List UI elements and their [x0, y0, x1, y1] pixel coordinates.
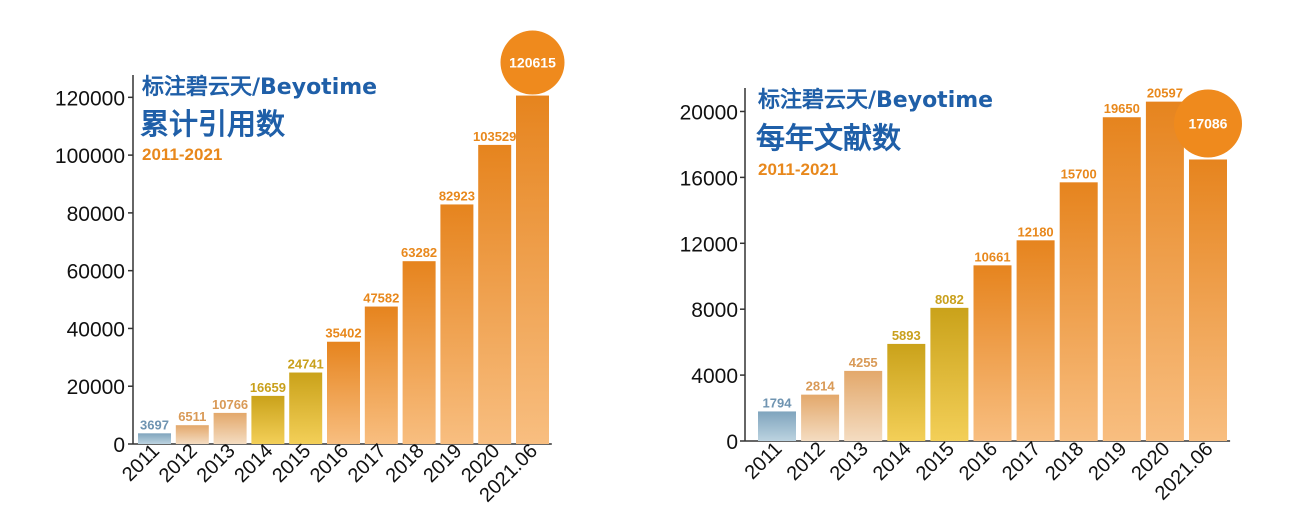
bar-2013 [844, 370, 883, 441]
bar-2018 [402, 261, 436, 444]
highlight-bubble [1174, 89, 1242, 158]
value-label: 10661 [974, 249, 1010, 264]
bar-2015 [289, 372, 323, 444]
y-axis-ticks: 0 20000 40000 60000 80000 100000 120000 [55, 87, 133, 457]
category-label: 2013 [826, 438, 873, 485]
value-label: 5893 [892, 328, 921, 343]
bar-2012 [801, 394, 840, 441]
chart-subtitle: 2011-2021 [142, 145, 222, 164]
category-label: 2015 [912, 438, 959, 485]
chart-title: 每年文献数 [756, 121, 902, 155]
bar-2014 [887, 343, 926, 441]
bar-2017 [1016, 240, 1055, 441]
category-label: 2016 [955, 438, 1002, 485]
bar-2021.06 [1189, 159, 1227, 442]
y-tick-label: 120000 [55, 87, 125, 110]
category-label: 2016 [306, 440, 353, 487]
category-label: 2012 [155, 440, 202, 487]
bar-2020 [478, 144, 512, 444]
value-label: 35402 [325, 326, 361, 341]
chart-title-block: 标注碧云天/Beyotime 累计引用数 2011-2021 [140, 74, 377, 164]
category-label: 2017 [998, 438, 1045, 485]
y-tick-label: 100000 [55, 145, 125, 168]
y-tick-label: 4000 [691, 365, 738, 388]
bar-2011 [138, 433, 171, 444]
bar-2016 [327, 341, 360, 444]
y-axis-ticks: 0 4000 8000 12000 16000 20000 [680, 101, 745, 454]
value-label: 8082 [935, 292, 964, 307]
annual-publications-chart: 0 4000 8000 12000 16000 20000 1794 2814 4255 589… [680, 86, 1242, 505]
value-label: 1794 [763, 395, 793, 410]
bar-2020 [1145, 101, 1184, 442]
value-label: 2814 [806, 379, 836, 394]
bar-2014 [251, 395, 285, 444]
highlight-bubble [500, 30, 565, 95]
bar-2012 [175, 425, 209, 444]
bar-2018 [1059, 182, 1098, 442]
brand-title: 标注碧云天/Beyotime [142, 74, 377, 100]
bar-2019 [440, 204, 474, 444]
cumulative-citations-chart: 0 20000 40000 60000 80000 100000 120000 3697 65… [55, 30, 565, 507]
bar-2015 [930, 307, 969, 441]
category-label: 2011 [741, 438, 787, 484]
category-label: 2019 [419, 440, 466, 487]
y-tick-label: 80000 [67, 203, 125, 226]
value-label: 16659 [250, 380, 286, 395]
value-label: 103529 [473, 129, 516, 144]
category-label: 2013 [193, 440, 240, 487]
y-tick-label: 0 [113, 434, 125, 457]
category-label: 2014 [230, 440, 277, 487]
category-label: 2019 [1084, 438, 1131, 485]
y-tick-label: 40000 [67, 318, 125, 341]
chart-title-block: 标注碧云天/Beyotime 每年文献数 2011-2021 [756, 87, 993, 179]
value-label: 20597 [1147, 86, 1183, 101]
value-label: 4255 [849, 355, 878, 370]
y-tick-label: 60000 [67, 261, 125, 284]
bar-2021.06 [516, 95, 549, 444]
category-label: 2012 [783, 438, 830, 485]
value-label: 47582 [363, 291, 399, 306]
bar-2013 [213, 412, 247, 444]
value-label: 120615 [509, 55, 556, 71]
category-label: 2018 [1041, 438, 1088, 485]
category-labels: 2011201220132014201520162017201820192020… [118, 440, 542, 507]
value-label: 24741 [288, 357, 324, 372]
value-label: 17086 [1189, 115, 1228, 131]
bar-2011 [758, 411, 796, 441]
y-tick-label: 12000 [680, 233, 738, 256]
brand-title: 标注碧云天/Beyotime [758, 87, 993, 113]
value-label: 10766 [212, 397, 248, 412]
category-label: 2017 [344, 440, 391, 487]
value-label: 6511 [178, 409, 206, 424]
value-label: 63282 [401, 245, 437, 260]
value-label: 3697 [140, 417, 169, 432]
bars: 1794 2814 4255 5893 8082 10661 12180 15700 19650… [758, 86, 1242, 442]
y-tick-label: 20000 [680, 101, 738, 124]
chart-title: 累计引用数 [140, 107, 286, 141]
category-label: 2015 [268, 440, 315, 487]
value-label: 19650 [1104, 101, 1140, 116]
category-label: 2018 [382, 440, 429, 487]
y-tick-label: 16000 [680, 167, 738, 190]
value-label: 15700 [1061, 166, 1097, 181]
value-label: 82923 [439, 188, 475, 203]
category-labels: 2011201220132014201520162017201820192020… [741, 438, 1218, 505]
category-label: 2014 [869, 438, 916, 485]
y-tick-label: 0 [726, 431, 738, 454]
chart-subtitle: 2011-2021 [758, 160, 838, 179]
bar-2019 [1102, 117, 1141, 441]
y-tick-label: 8000 [691, 299, 738, 322]
value-label: 12180 [1018, 224, 1054, 239]
bar-2017 [364, 306, 398, 444]
bar-2016 [973, 265, 1012, 441]
y-tick-label: 20000 [67, 376, 125, 399]
